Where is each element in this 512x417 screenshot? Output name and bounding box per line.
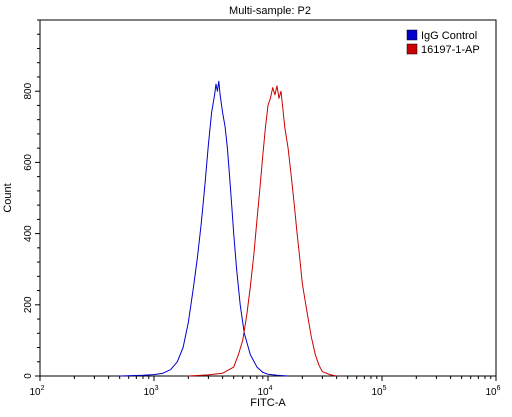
x-axis: 102 103 104 105 106 bbox=[29, 376, 501, 398]
series-group bbox=[119, 80, 337, 377]
y-axis: 0 200 400 600 800 bbox=[23, 19, 40, 379]
x-tick-label: 106 bbox=[485, 385, 500, 398]
series-line-16197-1-ap bbox=[188, 85, 337, 377]
x-axis-label: FITC-A bbox=[250, 397, 286, 409]
x-tick-label: 105 bbox=[371, 385, 386, 398]
x-tick-label: 104 bbox=[257, 385, 272, 398]
legend-swatch bbox=[406, 29, 418, 41]
y-tick-label: 800 bbox=[23, 82, 34, 99]
plot-frame bbox=[39, 19, 497, 377]
series-line-igg-control bbox=[119, 80, 289, 377]
legend-swatch bbox=[406, 43, 418, 55]
x-tick-label: 103 bbox=[143, 385, 158, 398]
legend-label: 16197-1-AP bbox=[421, 44, 480, 56]
y-tick-label: 600 bbox=[23, 154, 34, 171]
y-tick-label: 0 bbox=[23, 373, 34, 379]
legend-label: IgG Control bbox=[421, 30, 477, 42]
y-axis-label: Count bbox=[2, 183, 14, 212]
y-tick-label: 200 bbox=[23, 296, 34, 313]
y-tick-label: 400 bbox=[23, 225, 34, 242]
x-tick-label: 102 bbox=[29, 385, 44, 398]
chart-title: Multi-sample: P2 bbox=[229, 5, 311, 17]
legend: IgG Control 16197-1-AP bbox=[406, 29, 480, 56]
